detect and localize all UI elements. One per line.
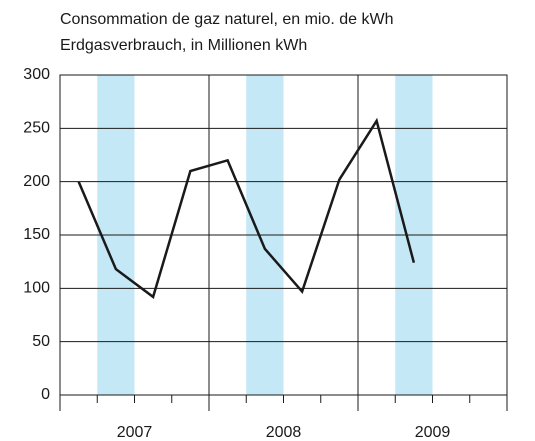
y-tick-label: 100 [23,280,50,297]
y-tick-label: 300 [23,66,50,83]
y-tick-label: 0 [41,386,50,403]
x-year-label: 2007 [117,424,153,441]
chart-title: Consommation de gaz naturel, en mio. de … [60,11,394,28]
x-year-label: 2009 [415,424,451,441]
y-tick-label: 50 [32,333,50,350]
x-year-label: 2008 [266,424,302,441]
y-tick-label: 150 [23,226,50,243]
y-tick-label: 200 [23,173,50,190]
chart-subtitle: Erdgasverbrauch, in Millionen kWh [60,37,307,54]
y-tick-label: 250 [23,120,50,137]
data-line [77,117,416,299]
